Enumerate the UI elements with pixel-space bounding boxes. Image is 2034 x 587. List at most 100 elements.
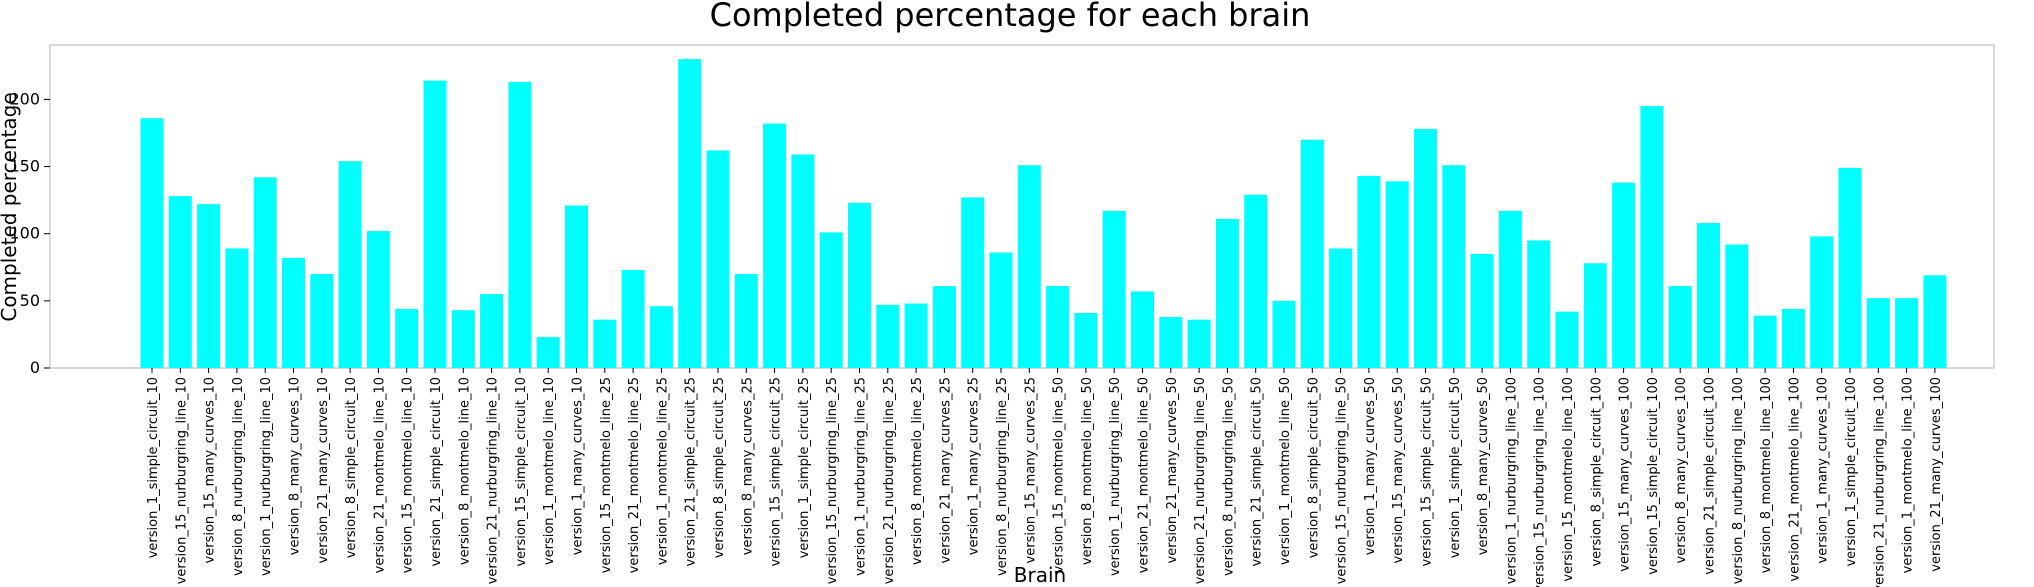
x-tick-label: version_15_many_curves_10 — [203, 377, 218, 563]
bar — [1329, 248, 1353, 368]
bar — [1187, 319, 1211, 368]
x-tick-label: version_8_nurburgring_line_50 — [1221, 377, 1236, 576]
bar — [536, 337, 560, 368]
y-tick-label: 200 — [9, 89, 40, 108]
bar — [706, 150, 730, 368]
bar — [253, 177, 277, 368]
bar — [593, 319, 617, 368]
bar — [932, 286, 956, 368]
bar — [1555, 311, 1579, 368]
x-tick-label: version_21_simple_circuit_100 — [1703, 377, 1718, 575]
x-tick-label: version_15_simple_circuit_100 — [1646, 377, 1661, 575]
x-tick-label: version_15_many_curves_100 — [1618, 377, 1633, 572]
y-tick-label: 150 — [9, 157, 40, 176]
x-tick-label: version_21_nurburgring_line_100 — [1872, 377, 1887, 587]
x-tick-label: version_8_montmelo_line_50 — [1080, 377, 1095, 565]
bar — [508, 81, 532, 368]
bar — [1838, 167, 1862, 368]
bar — [1414, 128, 1437, 368]
bar — [1612, 182, 1636, 368]
bar — [1923, 275, 1947, 368]
x-tick-label: version_15_simple_circuit_50 — [1420, 377, 1435, 567]
x-tick-label: version_15_montmelo_line_25 — [599, 377, 614, 573]
bar — [819, 232, 843, 368]
bar — [197, 204, 221, 368]
bar — [451, 310, 475, 368]
x-tick-label: version_1_simple_circuit_25 — [797, 377, 812, 558]
bar — [1159, 316, 1183, 368]
bar — [989, 252, 1013, 368]
bar — [848, 202, 871, 368]
bar — [1668, 286, 1692, 368]
x-tick-label: version_1_simple_circuit_10 — [146, 377, 161, 558]
bar — [763, 123, 787, 368]
x-tick-label: version_21_simple_circuit_25 — [684, 377, 699, 567]
bar — [1244, 194, 1268, 368]
bar — [791, 154, 815, 368]
bar — [480, 294, 504, 368]
bar — [621, 269, 645, 368]
bar — [678, 59, 702, 369]
x-tick-label: version_1_montmelo_line_10 — [542, 377, 557, 565]
bar — [876, 304, 900, 368]
x-tick-label: version_1_simple_circuit_50 — [1448, 377, 1463, 558]
x-tick-label: version_15_nurburgring_line_100 — [1533, 377, 1548, 587]
y-tick-label: 0 — [30, 358, 40, 377]
bar — [168, 196, 192, 368]
x-tick-label: version_21_simple_circuit_50 — [1250, 377, 1265, 567]
x-tick-label: version_1_simple_circuit_100 — [1844, 377, 1859, 567]
bar — [1895, 298, 1919, 368]
bar — [1357, 175, 1381, 368]
x-tick-label: version_15_montmelo_line_10 — [401, 377, 416, 573]
x-tick-label: version_8_many_curves_25 — [740, 377, 755, 555]
x-tick-label: version_21_many_curves_100 — [1929, 377, 1944, 572]
bar — [1074, 312, 1098, 368]
bar — [1725, 244, 1749, 368]
x-tick-label: version_21_montmelo_line_25 — [627, 377, 642, 573]
bar — [1300, 139, 1324, 368]
x-tick-label: version_8_simple_circuit_50 — [1306, 377, 1321, 558]
bar — [1810, 236, 1834, 368]
bar — [1442, 165, 1466, 368]
x-tick-label: version_1_nurburgring_line_25 — [854, 377, 869, 576]
x-tick-label: version_15_simple_circuit_25 — [769, 377, 784, 567]
x-tick-label: version_1_nurburgring_line_10 — [259, 377, 274, 576]
bar — [904, 303, 928, 368]
bar — [1131, 291, 1154, 368]
x-axis: version_1_simple_circuit_10 version_15_nu… — [146, 368, 1944, 587]
x-tick-label: version_8_many_curves_50 — [1476, 377, 1491, 555]
x-tick-label: version_21_many_curves_10 — [316, 377, 331, 563]
bar — [395, 308, 419, 368]
x-tick-label: version_8_nurburgring_line_100 — [1731, 377, 1746, 584]
x-tick-label: version_15_nurburgring_line_10 — [174, 377, 189, 584]
x-tick-label: version_8_simple_circuit_10 — [344, 377, 359, 558]
x-tick-label: version_8_simple_circuit_25 — [712, 377, 727, 558]
x-tick-label: version_1_montmelo_line_100 — [1901, 377, 1916, 573]
x-tick-label: version_21_montmelo_line_100 — [1787, 377, 1802, 582]
bar — [1527, 240, 1551, 368]
bar — [1102, 210, 1126, 368]
bar — [1017, 165, 1041, 368]
x-tick-label: version_15_simple_circuit_10 — [514, 377, 529, 567]
bar — [1385, 181, 1409, 368]
x-tick-label: version_1_nurburgring_line_100 — [1504, 377, 1519, 584]
x-tick-label: version_8_nurburgring_line_25 — [995, 377, 1010, 576]
x-tick-label: version_15_many_curves_50 — [1391, 377, 1406, 563]
x-tick-label: version_8_many_curves_100 — [1674, 377, 1689, 563]
x-tick-label: version_1_many_curves_100 — [1816, 377, 1831, 563]
bar — [1215, 218, 1239, 368]
bar — [565, 205, 588, 368]
x-tick-label: version_21_many_curves_25 — [938, 377, 953, 563]
x-tick-label: version_8_simple_circuit_100 — [1589, 377, 1604, 567]
x-tick-label: version_21_nurburgring_line_10 — [486, 377, 501, 584]
x-tick-label: version_1_many_curves_25 — [967, 377, 982, 555]
bar — [423, 80, 447, 369]
x-tick-label: version_15_many_curves_25 — [1023, 377, 1038, 563]
bar — [366, 231, 390, 368]
x-tick-label: version_8_nurburgring_line_10 — [231, 377, 246, 576]
x-tick-label: version_15_nurburgring_line_25 — [825, 377, 840, 584]
bar — [1697, 222, 1720, 368]
x-tick-label: version_21_nurburgring_line_25 — [882, 377, 897, 584]
y-tick-label: 100 — [9, 224, 40, 243]
